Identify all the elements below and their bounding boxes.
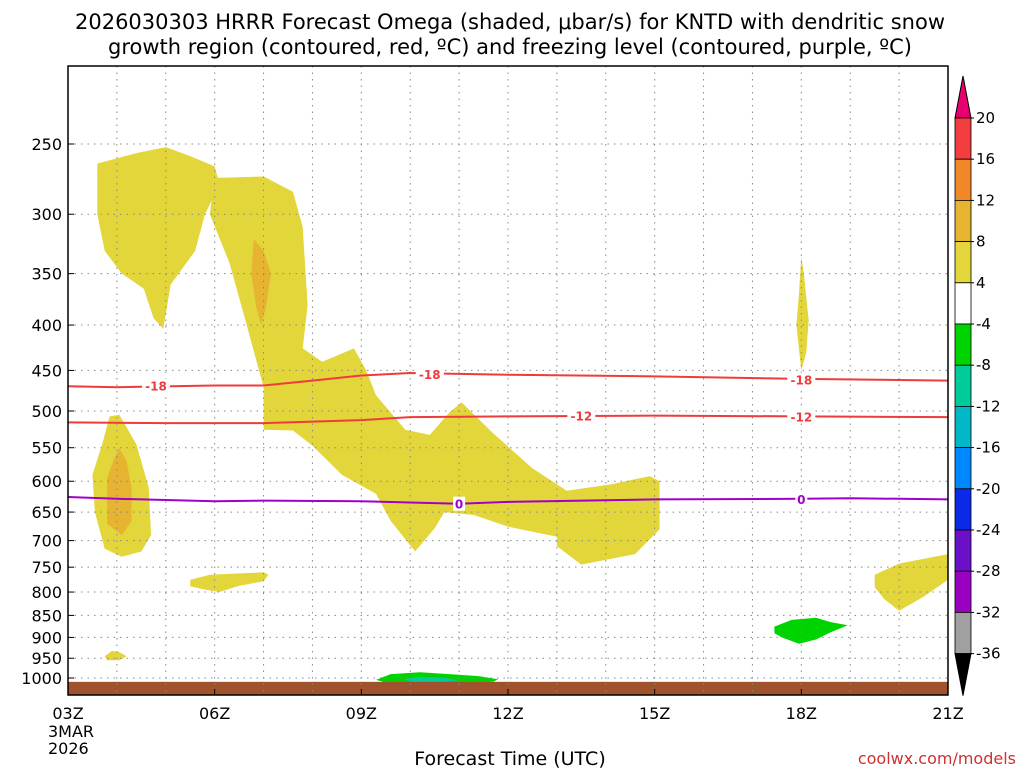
y-tick-label: 700 <box>31 532 62 551</box>
colorbar-bin <box>954 488 972 531</box>
contour-label-bg <box>795 491 808 506</box>
contour-label: 0 <box>797 493 805 507</box>
y-tick-label: 450 <box>31 361 62 380</box>
colorbar-bin <box>954 241 972 284</box>
contour-label: -18 <box>790 374 812 388</box>
y-tick-label: 750 <box>31 558 62 577</box>
omega-shaded-region-9 <box>774 617 848 644</box>
colorbar-bin <box>954 323 972 366</box>
ground-surface <box>68 681 948 695</box>
y-tick-label: 650 <box>31 503 62 522</box>
contour-line--18 <box>67 371 949 389</box>
colorbar-label: -28 <box>976 562 1001 580</box>
colorbar-bin <box>954 282 972 325</box>
contour-line--12 <box>67 414 949 425</box>
chart-title-line-1: 2026030303 HRRR Forecast Omega (shaded, … <box>75 10 945 34</box>
y-tick-label: 550 <box>31 439 62 458</box>
y-tick-label: 850 <box>31 606 62 625</box>
x-tick-label: 09Z <box>346 704 377 723</box>
omega-shaded-region-6 <box>104 650 127 661</box>
contour-label-bg <box>415 366 444 381</box>
colorbar-bin <box>954 364 972 407</box>
omega-shaded-region-2 <box>251 239 271 325</box>
colorbar-label: -12 <box>976 397 1001 415</box>
colorbar-label: 8 <box>976 233 986 251</box>
x-tick-label: 15Z <box>639 704 670 723</box>
y-axis-ticks: 250 300 350 400 450 500 550 600 650 700 750 800 850 9… <box>21 135 74 688</box>
y-tick-label: 900 <box>31 628 62 647</box>
grid-lines <box>68 66 948 695</box>
contour-label-bg <box>567 408 596 423</box>
colorbar-label: 12 <box>976 191 995 209</box>
y-tick-label: 600 <box>31 472 62 491</box>
temperature-contours: -18 -18 -18 -12 -12 0 0 <box>67 366 949 512</box>
colorbar-bin <box>954 570 972 613</box>
omega-shaded-region-5 <box>190 572 269 592</box>
colorbar-bin <box>954 158 972 201</box>
x-date-label-year: 2026 <box>48 739 89 758</box>
x-tick-label: 12Z <box>492 704 523 723</box>
y-tick-label: 350 <box>31 265 62 284</box>
colorbar-bin <box>954 117 972 160</box>
omega-shaded-region-4 <box>107 447 132 536</box>
colorbar-bin <box>954 199 972 242</box>
colorbar-label: -32 <box>976 603 1001 621</box>
contour-label: -18 <box>419 368 441 382</box>
colorbar-label: -20 <box>976 480 1001 498</box>
x-tick-label: 03Z <box>52 704 83 723</box>
colorbar-label: -24 <box>976 521 1001 539</box>
colorbar-bin <box>954 447 972 490</box>
contour-label: -12 <box>790 410 812 424</box>
x-tick-label: 18Z <box>786 704 817 723</box>
colorbar-bin <box>954 529 972 572</box>
contour-label: -18 <box>145 380 167 394</box>
omega-shading <box>92 147 948 683</box>
x-tick-label: 21Z <box>932 704 963 723</box>
colorbar-label: 20 <box>976 109 995 127</box>
y-tick-label: 800 <box>31 583 62 602</box>
y-tick-label: 400 <box>31 316 62 335</box>
y-tick-label: 950 <box>31 649 62 668</box>
contour-label-bg <box>142 378 170 393</box>
x-axis-label: Forecast Time (UTC) <box>414 748 605 768</box>
contour-label-bg <box>787 409 816 424</box>
watermark: coolwx.com/models <box>858 749 1016 768</box>
colorbar-cap-top <box>954 75 972 119</box>
y-tick-label: 1000 <box>21 669 62 688</box>
contour-label-bg <box>787 372 816 387</box>
contour-label: -12 <box>570 410 592 424</box>
x-tick-label: 06Z <box>199 704 230 723</box>
colorbar-cap-bottom <box>954 653 972 696</box>
colorbar-label: -8 <box>976 356 991 374</box>
contour-label: 0 <box>455 498 463 512</box>
omega-shaded-region-0 <box>97 147 220 329</box>
chart-title-line-2: growth region (contoured, red, ºC) and f… <box>108 35 912 59</box>
y-tick-label: 300 <box>31 205 62 224</box>
colorbar-label: -4 <box>976 315 991 333</box>
omega-shaded-region-1 <box>209 176 660 565</box>
y-tick-label: 250 <box>31 135 62 154</box>
x-date-label-day: 3MAR <box>48 722 94 741</box>
y-tick-label: 500 <box>31 402 62 421</box>
colorbar: 20 16 12 8 4 -4 -8 -12 -16 -20 -24 -28 -32 -36 <box>954 75 1001 696</box>
x-axis-ticks: 03Z 06Z 09Z 12Z 15Z 18Z 21Z <box>52 689 964 723</box>
colorbar-bin <box>954 612 972 655</box>
contour-label-bg <box>453 496 466 511</box>
colorbar-label: -16 <box>976 439 1001 457</box>
colorbar-label: -36 <box>976 645 1001 663</box>
omega-shaded-region-7 <box>796 256 809 371</box>
colorbar-label: 4 <box>976 274 986 292</box>
colorbar-label: 16 <box>976 150 995 168</box>
colorbar-bin <box>954 405 972 448</box>
omega-shaded-region-8 <box>874 554 948 611</box>
